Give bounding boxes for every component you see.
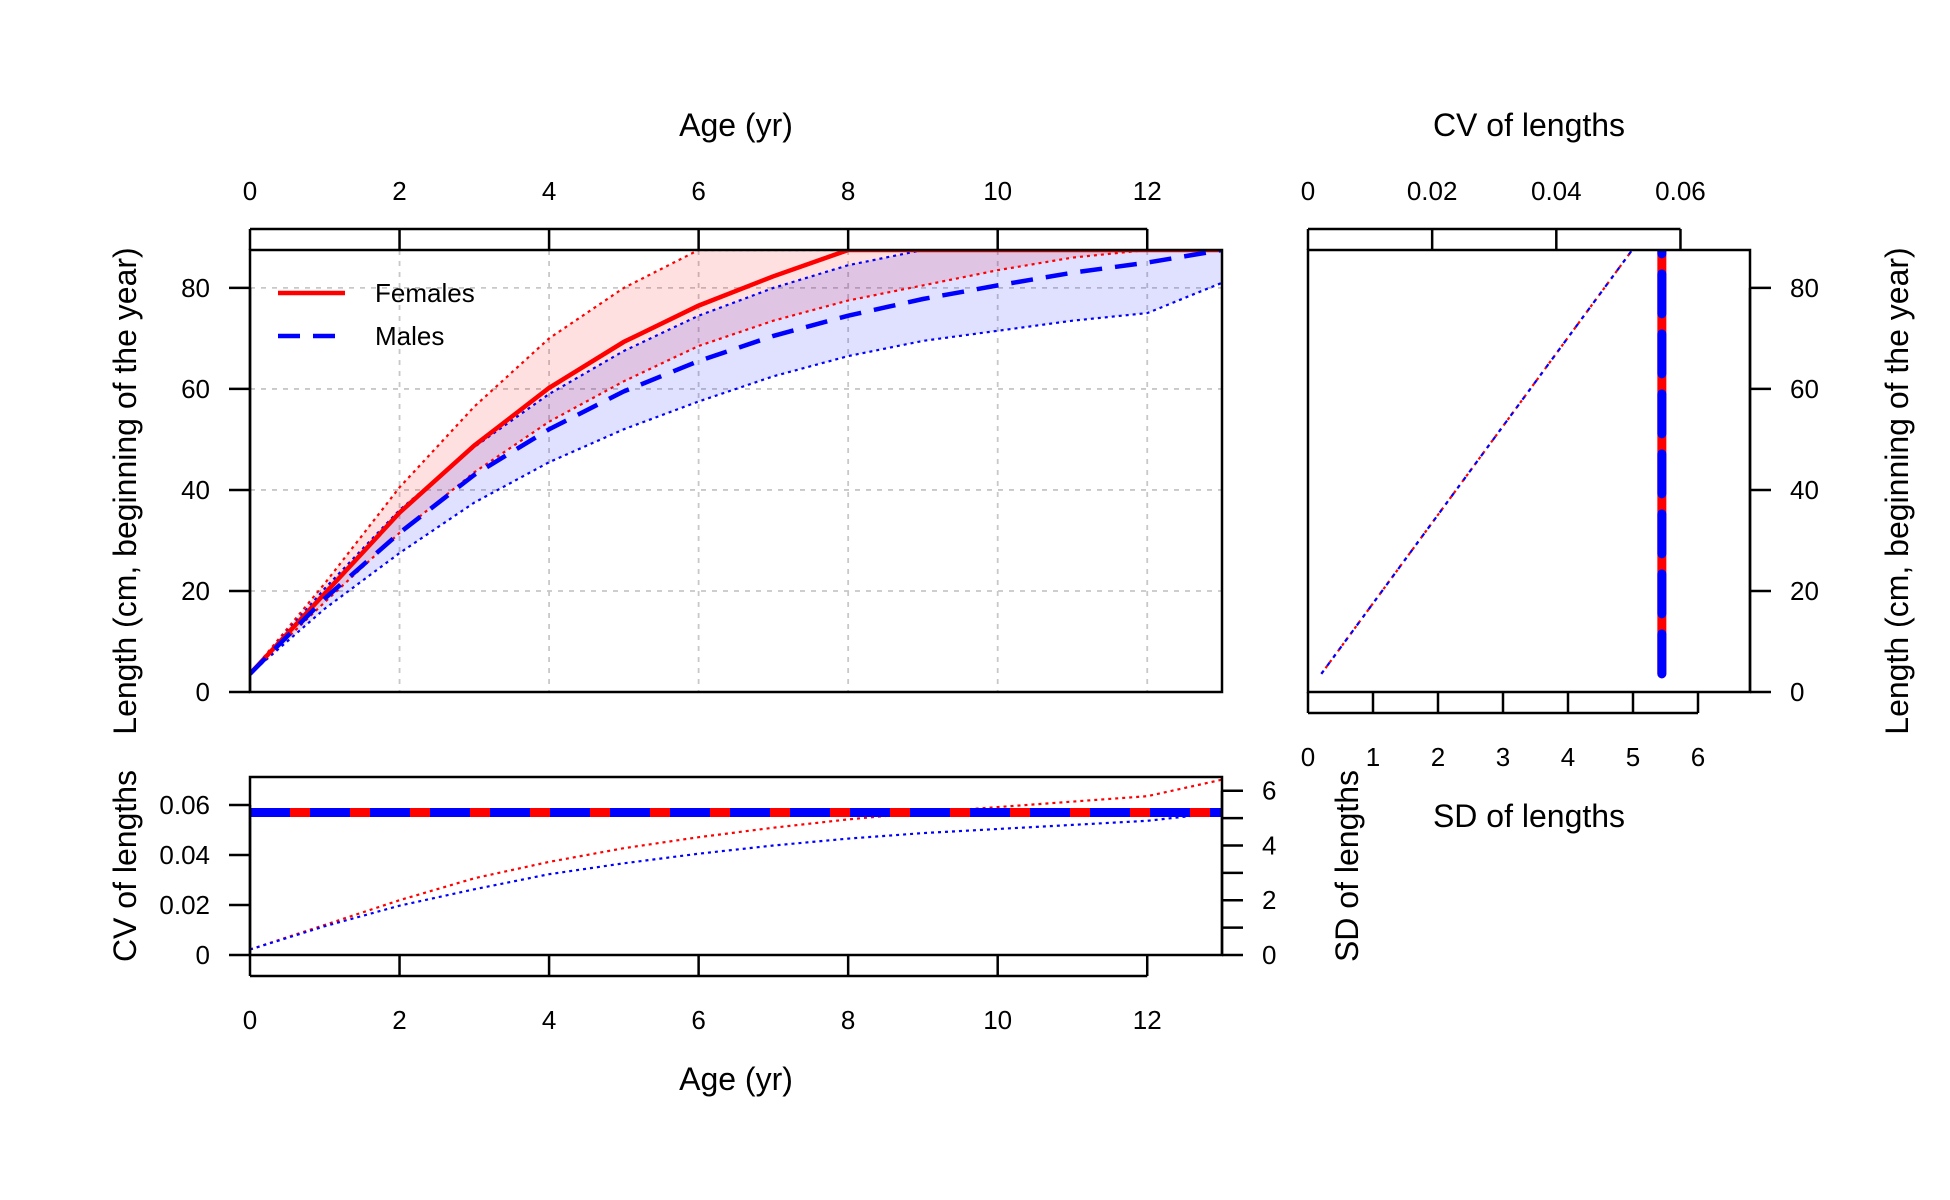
sd-y-tick-label: 2 <box>1262 885 1276 915</box>
cv-sd-length-plot-area <box>1320 250 1667 679</box>
cv-top-tick-label: 0.06 <box>1655 176 1706 206</box>
bottom-x-tick-label: 12 <box>1133 1005 1162 1035</box>
cv-y-axis-title: CV of lengths <box>107 770 143 962</box>
bottom-x-tick-label: 8 <box>841 1005 855 1035</box>
top-x-tick-label: 10 <box>983 176 1012 206</box>
top-x-tick-label: 8 <box>841 176 855 206</box>
left-y-tick-label: 40 <box>181 475 210 505</box>
cv-sd-at-age-panel: 0 2 4 6 8 10 12 Age (yr) 0 0.02 0.04 0.06 CV of leng… <box>107 770 1365 1097</box>
cv-sd-frame <box>248 775 1224 957</box>
cv-sd-plot-area <box>250 778 1222 951</box>
sd-y-tick-label: 4 <box>1262 830 1276 860</box>
male-legend-label: Males <box>375 321 444 351</box>
bottom-x-tick-label: 6 <box>691 1005 705 1035</box>
sd-bottom-tick-label: 5 <box>1626 742 1640 772</box>
top-x-tick-label: 0 <box>243 176 257 206</box>
length-right-tick-label: 60 <box>1790 374 1819 404</box>
left-y-axis-title: Length (cm, beginning of the year) <box>107 247 143 734</box>
length-right-tick-label: 80 <box>1790 273 1819 303</box>
length-at-age-panel: 0 2 4 6 8 10 12 Age (yr) 0 20 40 60 80 Length (cm, be… <box>107 107 1224 735</box>
left-y-tick-label: 80 <box>181 273 210 303</box>
bottom-x-tick-label: 2 <box>392 1005 406 1035</box>
cv-y-tick-label: 0.02 <box>159 890 210 920</box>
cv-y-tick-label: 0.04 <box>159 840 210 870</box>
cv-top-tick-label: 0.02 <box>1407 176 1458 206</box>
top-x-tick-label: 4 <box>542 176 556 206</box>
length-at-age-plot-area <box>250 250 1222 676</box>
female-mean-line <box>250 250 1222 676</box>
male-mean-line <box>250 250 1222 676</box>
sd-bottom-tick-label: 3 <box>1496 742 1510 772</box>
female-legend-label: Females <box>375 278 475 308</box>
male-lower-line <box>250 281 1222 675</box>
bottom-x-tick-label: 10 <box>983 1005 1012 1035</box>
sd-bottom-tick-label: 2 <box>1431 742 1445 772</box>
sd-bottom-tick-label: 0 <box>1301 742 1315 772</box>
top-x-tick-label: 12 <box>1133 176 1162 206</box>
sd-bottom-tick-label: 1 <box>1366 742 1380 772</box>
bottom-x-tick-label: 4 <box>542 1005 556 1035</box>
female-sd-line <box>250 778 1222 951</box>
length-right-tick-label: 0 <box>1790 677 1804 707</box>
cv-sd-at-length-panel: 0 0.02 0.04 0.06 CV of lengths 0 1 2 3 4 5 6 SD of l… <box>1301 107 1915 834</box>
cv-top-tick-label: 0 <box>1301 176 1315 206</box>
top-x-axis-title: Age (yr) <box>679 107 793 143</box>
sd-y-tick-label: 6 <box>1262 776 1276 806</box>
cv-top-tick-label: 0.04 <box>1531 176 1582 206</box>
left-y-tick-label: 20 <box>181 576 210 606</box>
bottom-x-tick-label: 0 <box>243 1005 257 1035</box>
left-y-tick-label: 60 <box>181 374 210 404</box>
sd-bottom-tick-label: 4 <box>1561 742 1575 772</box>
sd-bottom-tick-label: 6 <box>1691 742 1705 772</box>
female-lower-line <box>250 250 1222 675</box>
cv-top-axis-title: CV of lengths <box>1433 107 1625 143</box>
male-sd-vs-length-line <box>1320 250 1634 675</box>
bottom-x-axis-title: Age (yr) <box>679 1061 793 1097</box>
sd-y-axis-title: SD of lengths <box>1329 770 1365 962</box>
left-y-tick-label: 0 <box>196 677 210 707</box>
length-right-tick-label: 20 <box>1790 576 1819 606</box>
cv-sd-length-frame <box>1306 248 1752 694</box>
length-right-axis-title: Length (cm, beginning of the year) <box>1879 247 1915 734</box>
legend: Females Males <box>278 278 475 351</box>
top-x-tick-label: 6 <box>691 176 705 206</box>
cv-y-tick-label: 0 <box>196 940 210 970</box>
male-band <box>250 250 1222 674</box>
length-right-tick-label: 40 <box>1790 475 1819 505</box>
female-band <box>250 250 1222 674</box>
cv-y-tick-label: 0.06 <box>159 790 210 820</box>
sd-y-tick-label: 0 <box>1262 940 1276 970</box>
male-sd-line <box>250 811 1222 951</box>
top-x-tick-label: 2 <box>392 176 406 206</box>
sd-bottom-axis-title: SD of lengths <box>1433 798 1625 834</box>
